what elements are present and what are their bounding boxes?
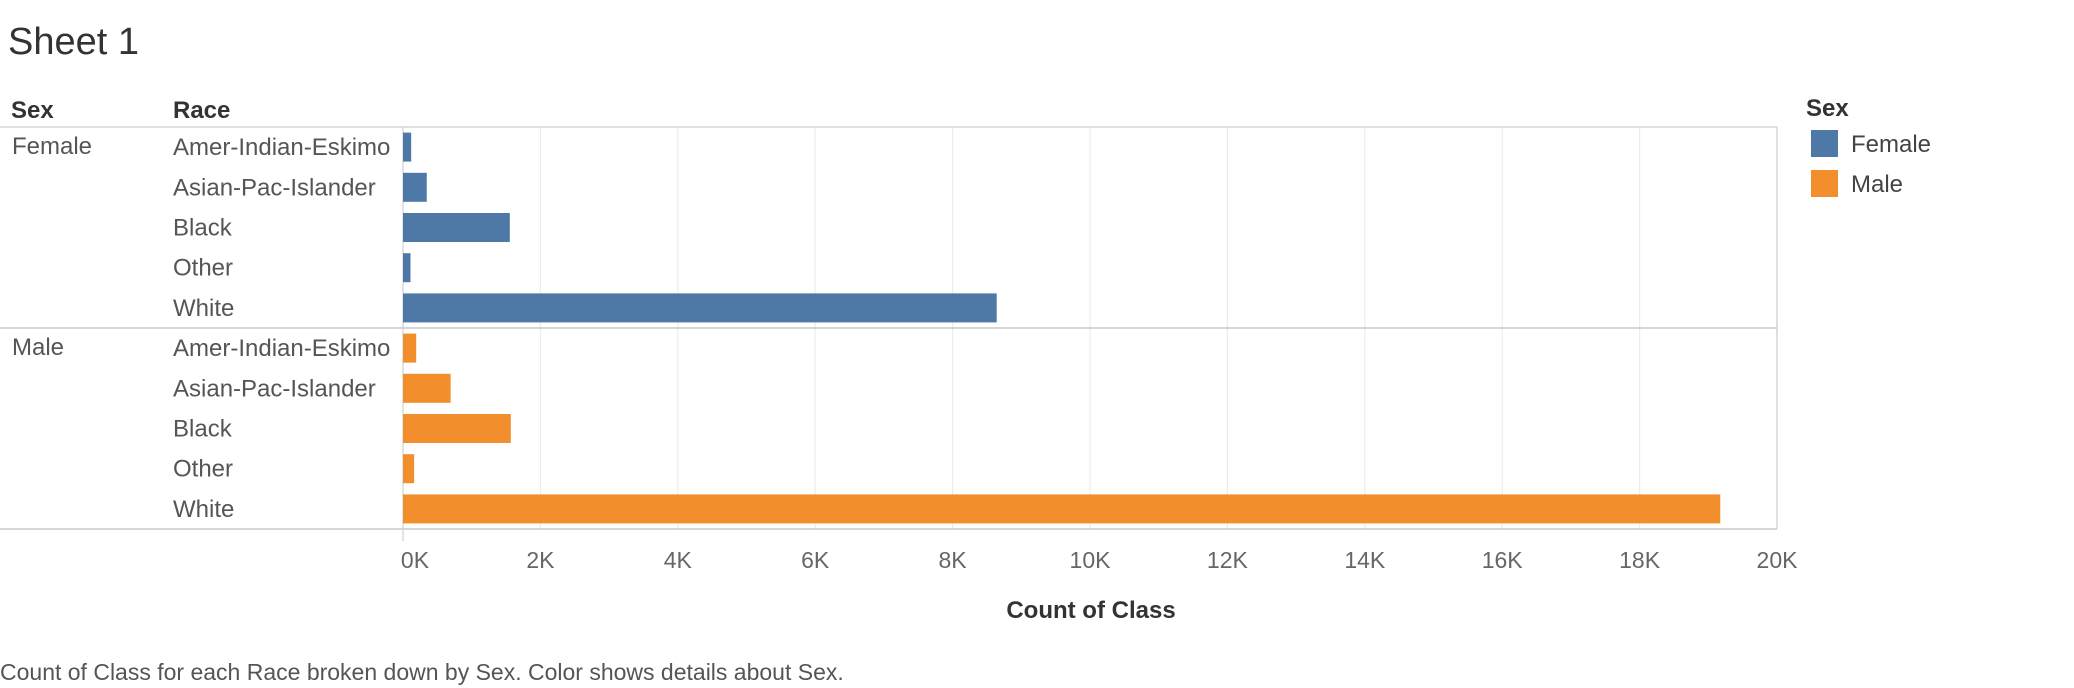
x-tick-label: 18K [1619, 547, 1661, 573]
group-label: Male [12, 334, 64, 361]
race-label: Amer-Indian-Eskimo [173, 134, 390, 161]
bar[interactable] [403, 494, 1721, 524]
group-label: Female [12, 133, 92, 160]
legend-swatch[interactable] [1811, 170, 1838, 197]
x-tick-label: 16K [1482, 547, 1524, 573]
x-tick-label: 10K [1070, 547, 1112, 573]
race-label: Other [173, 255, 233, 282]
race-label: White [173, 295, 234, 322]
x-tick-label: 12K [1207, 547, 1249, 573]
race-label: Black [173, 416, 233, 443]
race-label: White [173, 496, 234, 523]
x-tick-label: 8K [939, 547, 968, 573]
x-tick-label: 0K [401, 547, 430, 573]
legend-label[interactable]: Female [1851, 131, 1931, 158]
row-labels: Female Amer-Indian-Eskimo Asian-Pac-Island… [12, 133, 390, 523]
x-tick-label: 4K [664, 547, 693, 573]
bar[interactable] [403, 373, 451, 403]
x-axis-ticks: 0K 2K 4K 6K 8K 10K 12K 14K 16K 18K 20K [401, 547, 1798, 573]
bar[interactable] [403, 213, 510, 242]
x-tick-label: 2K [526, 547, 555, 573]
bars [403, 132, 1721, 524]
sex-column-header: Sex [11, 97, 54, 124]
legend-label[interactable]: Male [1851, 171, 1903, 198]
bar[interactable] [403, 333, 417, 363]
legend-title: Sex [1806, 95, 1849, 122]
x-tick-label: 14K [1344, 547, 1386, 573]
race-label: Other [173, 456, 233, 483]
x-tick-label: 20K [1757, 547, 1799, 573]
legend-swatch[interactable] [1811, 130, 1838, 157]
bar[interactable] [403, 172, 427, 202]
bar[interactable] [403, 253, 411, 283]
race-label: Asian-Pac-Islander [173, 174, 376, 201]
x-tick-label: 6K [801, 547, 830, 573]
legend[interactable]: Female Male [1811, 130, 1931, 198]
x-axis-title: Count of Class [1006, 597, 1175, 624]
race-column-header: Race [173, 97, 230, 124]
sheet-title: Sheet 1 [8, 21, 139, 63]
bar[interactable] [403, 414, 511, 443]
bar[interactable] [403, 454, 415, 484]
chart-caption: Count of Class for each Race broken down… [0, 659, 844, 685]
bar[interactable] [403, 293, 997, 323]
race-label: Amer-Indian-Eskimo [173, 335, 390, 362]
bar[interactable] [403, 132, 412, 162]
race-label: Asian-Pac-Islander [173, 375, 376, 402]
race-label: Black [173, 215, 233, 242]
